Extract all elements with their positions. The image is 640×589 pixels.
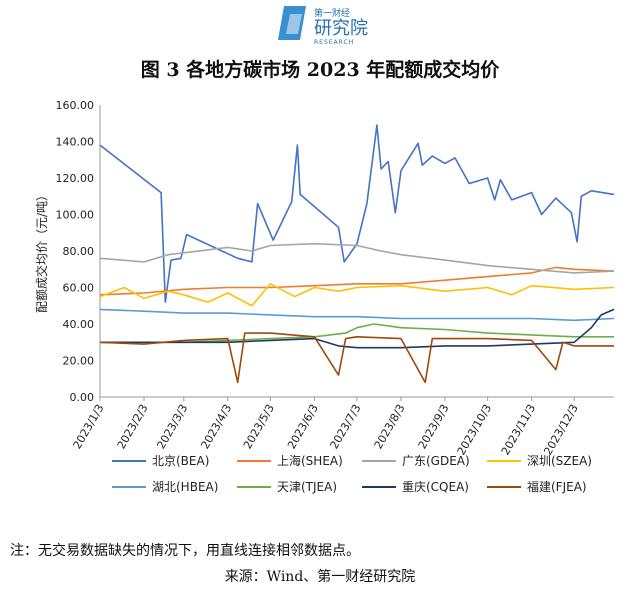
x-tick-label: 2023/1/3 (71, 402, 107, 451)
x-tick-label: 2023/10/3 (455, 402, 494, 457)
legend-label: 北京(BEA) (152, 454, 209, 468)
y-axis-label: 配额成交均价（元/吨） (34, 189, 49, 313)
x-tick-label: 2023/6/3 (285, 402, 321, 451)
logo-cn: 第一财经 (314, 7, 350, 19)
logo-icon-accent (286, 14, 302, 34)
y-tick-label: 0.00 (70, 391, 95, 404)
legend-label: 广东(GDEA) (402, 454, 470, 468)
legend: 北京(BEA) 上海(SHEA) 广东(GDEA) 深圳(SZEA) 湖北(HBEA) 天… (112, 453, 592, 494)
y-tick-label: 140.00 (56, 136, 95, 149)
legend-label: 湖北(HBEA) (152, 479, 218, 494)
y-tick-label: 160.00 (56, 99, 95, 112)
legend-label: 天津(TJEA) (277, 480, 337, 494)
x-tick-label: 2023/3/3 (154, 402, 190, 451)
series-lines (99, 124, 615, 384)
y-tick-label: 60.00 (63, 282, 95, 295)
y-tick-label: 80.00 (63, 245, 95, 258)
series-line-7 (99, 332, 614, 384)
series-line-4 (99, 308, 615, 322)
legend-label: 重庆(CQEA) (402, 480, 469, 494)
x-tick-label: 2023/12/3 (541, 402, 580, 457)
legend-label: 深圳(SZEA) (527, 454, 592, 468)
x-tick-label: 2023/11/3 (499, 402, 538, 457)
y-tick-label: 20.00 (63, 355, 95, 368)
y-tick-label: 40.00 (63, 318, 95, 331)
x-tick-label: 2023/9/3 (416, 402, 452, 451)
legend-label: 福建(FJEA) (527, 479, 587, 494)
x-tick-label: 2023/5/3 (241, 402, 277, 451)
chart-title: 图 3 各地方碳市场 2023 年配额成交均价 (140, 59, 500, 81)
series-line-0 (99, 124, 615, 303)
series-line-1 (99, 266, 615, 296)
x-tick-label: 2023/4/3 (198, 402, 234, 451)
series-line-5 (100, 323, 614, 344)
legend-label: 上海(SHEA) (277, 453, 343, 468)
series-line-3 (99, 283, 615, 307)
line-chart: 0.00 20.00 40.00 60.00 80.00 100.00 120.00 140.… (34, 99, 615, 494)
logo-en: RESEARCH (314, 39, 354, 46)
x-tick-label: 2023/2/3 (115, 402, 151, 451)
y-tick-label: 120.00 (56, 172, 95, 185)
chart-source: 来源：Wind、第一财经研究院 (224, 569, 416, 585)
chart-note: 注：无交易数据缺失的情况下，用直线连接相邻数据点。 (10, 543, 360, 559)
series-line-2 (99, 242, 615, 274)
x-tick-label: 2023/7/3 (328, 402, 364, 451)
y-tick-label: 100.00 (56, 209, 95, 222)
logo-main: 研究院 (314, 18, 368, 39)
x-tick-label: 2023/8/3 (372, 402, 408, 451)
series-line-6 (100, 308, 615, 349)
header-logo: 第一财经 研究院 RESEARCH (278, 6, 368, 46)
axes: 0.00 20.00 40.00 60.00 80.00 100.00 120.00 140.… (34, 99, 614, 457)
